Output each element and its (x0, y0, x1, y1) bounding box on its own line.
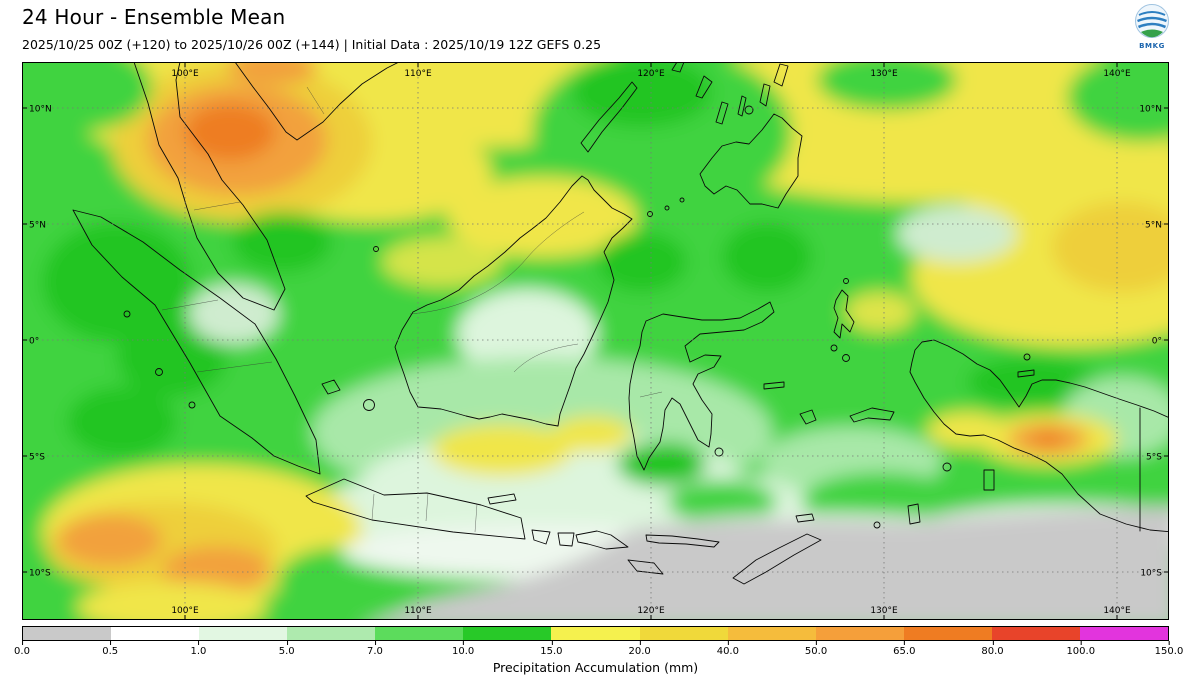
lon-tick-label: 130°E (870, 69, 898, 79)
colorbar-tick-label: 40.0 (717, 641, 739, 657)
lat-tick-label: 10°S (29, 569, 51, 579)
lon-tick-label: 100°E (171, 606, 199, 616)
lon-tick-label: 110°E (404, 606, 432, 616)
colorbar-segment (463, 627, 552, 640)
colorbar-segment (727, 627, 816, 640)
colorbar-label: Precipitation Accumulation (mm) (492, 660, 699, 675)
colorbar-segment (815, 627, 904, 640)
bmkg-logo-text: BMKG (1139, 42, 1165, 50)
colorbar-segment (23, 627, 112, 640)
precipitation-map: 100°E 110°E 120°E 130°E 140°E 100°E 110°… (22, 62, 1169, 620)
coastlines (72, 62, 1169, 585)
colorbar-segment (639, 627, 728, 640)
lon-tick-label: 100°E (171, 69, 199, 79)
colorbar (22, 626, 1169, 641)
lat-tick-label: 5°S (29, 453, 45, 463)
colorbar-tick-label: 0.5 (102, 641, 118, 657)
lon-tick-label: 110°E (404, 69, 432, 79)
map-ticks (22, 62, 1169, 620)
colorbar-tick-label: 10.0 (452, 641, 474, 657)
lat-tick-label: 10°N (1139, 105, 1162, 115)
colorbar-segment (199, 627, 288, 640)
colorbar-tick-label: 65.0 (893, 641, 915, 657)
lon-tick-label: 140°E (1103, 69, 1131, 79)
precipitation-field (22, 62, 1169, 620)
lat-tick-label: 10°S (1140, 569, 1162, 579)
admin-boundaries (161, 86, 663, 533)
page-title: 24 Hour - Ensemble Mean (22, 5, 286, 29)
page-subtitle: 2025/10/25 00Z (+120) to 2025/10/26 00Z … (22, 37, 602, 52)
map-border (22, 62, 1169, 620)
lon-tick-label: 130°E (870, 606, 898, 616)
bmkg-logo: BMKG (1129, 2, 1175, 50)
precipitation-map-canvas: 100°E 110°E 120°E 130°E 140°E 100°E 110°… (22, 62, 1169, 620)
lat-tick-label: 0° (1152, 337, 1162, 347)
lat-tick-label: 5°N (1145, 221, 1162, 231)
colorbar-segment (111, 627, 200, 640)
lon-tick-label: 120°E (637, 69, 665, 79)
colorbar-tick-label: 1.0 (191, 641, 206, 657)
colorbar-tick-label: 20.0 (628, 641, 651, 657)
colorbar-tick-label: 15.0 (540, 641, 563, 657)
lon-tick-label: 140°E (1103, 606, 1131, 616)
lat-tick-label: 0° (29, 337, 39, 347)
colorbar-segment (903, 627, 992, 640)
colorbar-tick-label: 150.0 (1155, 641, 1183, 657)
colorbar-tick-labels: 0.0 0.5 1.0 5.0 7.0 10.0 15.0 20.0 40.0 50.0 65.0 8… (14, 641, 1183, 657)
map-tick-labels: 100°E 110°E 120°E 130°E 140°E 100°E 110°… (29, 69, 1162, 616)
graticule (22, 62, 1169, 620)
colorbar-tick-label: 7.0 (367, 641, 383, 657)
colorbar-tick-label: 50.0 (805, 641, 827, 657)
colorbar-segment (1079, 627, 1169, 640)
colorbar-tick-label: 80.0 (981, 641, 1004, 657)
colorbar-tick-label: 5.0 (279, 641, 295, 657)
colorbar-segment (287, 627, 376, 640)
colorbar-segment (551, 627, 640, 640)
colorbar-segment (375, 627, 464, 640)
colorbar-tick-label: 0.0 (14, 641, 30, 657)
lat-tick-label: 5°S (1146, 453, 1162, 463)
colorbar-segment (991, 627, 1080, 640)
lat-tick-label: 10°N (29, 105, 52, 115)
lat-tick-label: 5°N (29, 221, 46, 231)
bmkg-logo-icon (1135, 4, 1169, 38)
colorbar-tick-label: 100.0 (1066, 641, 1095, 657)
lon-tick-label: 120°E (637, 606, 665, 616)
